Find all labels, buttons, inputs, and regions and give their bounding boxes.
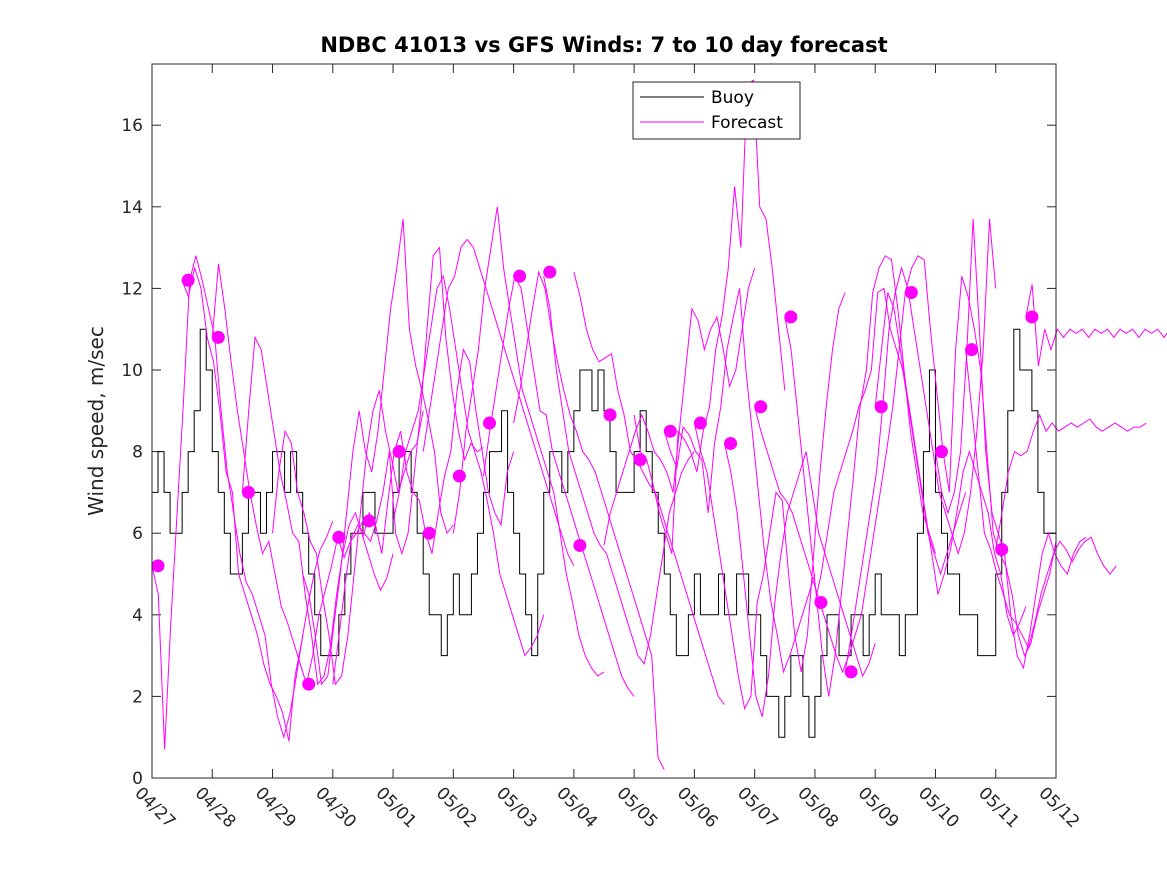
- forecast-marker: [392, 445, 406, 459]
- chart-title: NDBC 41013 vs GFS Winds: 7 to 10 day for…: [320, 33, 887, 57]
- forecast-marker: [995, 543, 1009, 557]
- forecast-marker: [603, 408, 617, 422]
- forecast-line: [452, 206, 605, 677]
- forecast-marker: [241, 485, 255, 499]
- forecast-marker: [934, 445, 948, 459]
- forecast-line: [332, 246, 484, 685]
- forecast-line: [965, 349, 1117, 649]
- forecast-marker: [784, 310, 798, 324]
- forecast-marker: [1025, 310, 1039, 324]
- y-axis-label: Wind speed, m/sec: [84, 326, 108, 516]
- forecast-line: [784, 255, 936, 697]
- forecast-line: [573, 271, 725, 705]
- forecast-line: [603, 267, 756, 546]
- y-tick-label: 16: [121, 116, 143, 136]
- forecast-marker: [844, 665, 858, 679]
- forecast-line: [272, 390, 424, 686]
- forecast-marker: [181, 273, 195, 287]
- plot-area: [152, 64, 1056, 778]
- forecast-series: [151, 79, 1167, 771]
- y-tick-label: 0: [132, 769, 143, 789]
- forecast-line: [844, 218, 997, 672]
- forecast-line: [633, 79, 786, 554]
- forecast-line: [241, 335, 394, 686]
- forecast-line: [422, 238, 575, 567]
- forecast-marker: [362, 514, 376, 528]
- y-tick-label: 12: [121, 279, 143, 299]
- forecast-line: [874, 292, 1027, 637]
- forecast-marker: [814, 596, 828, 610]
- forecast-line: [935, 218, 1087, 670]
- forecast-marker: [633, 453, 647, 467]
- forecast-marker: [482, 416, 496, 430]
- legend: Buoy Forecast: [632, 81, 801, 140]
- forecast-markers: [151, 265, 1039, 691]
- forecast-marker: [724, 436, 738, 450]
- forecast-line: [543, 276, 695, 665]
- forecast-marker: [754, 400, 768, 414]
- forecast-marker: [904, 285, 918, 299]
- y-tick-label: 14: [121, 198, 143, 218]
- plot-frame: [151, 63, 1057, 779]
- forecast-marker: [513, 269, 527, 283]
- y-tick-label: 6: [132, 524, 143, 544]
- forecast-line: [693, 292, 846, 711]
- forecast-line: [1025, 284, 1167, 366]
- forecast-line: [663, 288, 816, 674]
- legend-forecast-label: Forecast: [711, 113, 783, 133]
- legend-buoy-label: Buoy: [711, 88, 754, 108]
- forecast-line: [513, 270, 665, 771]
- forecast-marker: [452, 469, 466, 483]
- y-tick-label: 2: [132, 687, 143, 707]
- forecast-marker: [874, 400, 888, 414]
- forecast-marker: [211, 330, 225, 344]
- forecast-marker: [693, 416, 707, 430]
- forecast-line: [754, 292, 906, 674]
- y-tick-labels: 0 2 4 6 8 10 12 14 16: [121, 116, 143, 789]
- forecast-marker: [422, 526, 436, 540]
- forecast-line: [181, 266, 334, 742]
- buoy-line: [152, 328, 1056, 738]
- y-tick-label: 10: [121, 361, 143, 381]
- forecast-line: [904, 255, 1057, 657]
- forecast-line: [814, 287, 967, 603]
- forecast-line: [392, 274, 545, 657]
- y-tick-label: 4: [132, 606, 143, 626]
- forecast-line: [151, 255, 304, 750]
- forecast-marker: [965, 343, 979, 357]
- buoy-series: [152, 328, 1056, 738]
- forecast-line: [995, 413, 1147, 550]
- forecast-line: [724, 443, 876, 717]
- legend-box: [632, 81, 801, 140]
- forecast-marker: [302, 677, 316, 691]
- forecast-marker: [573, 538, 587, 552]
- forecast-marker: [332, 530, 346, 544]
- forecast-line: [483, 274, 635, 697]
- forecast-line: [362, 348, 515, 554]
- forecast-marker: [663, 424, 677, 438]
- forecast-marker: [543, 265, 557, 279]
- forecast-marker: [151, 559, 165, 573]
- y-tick-label: 8: [132, 443, 143, 463]
